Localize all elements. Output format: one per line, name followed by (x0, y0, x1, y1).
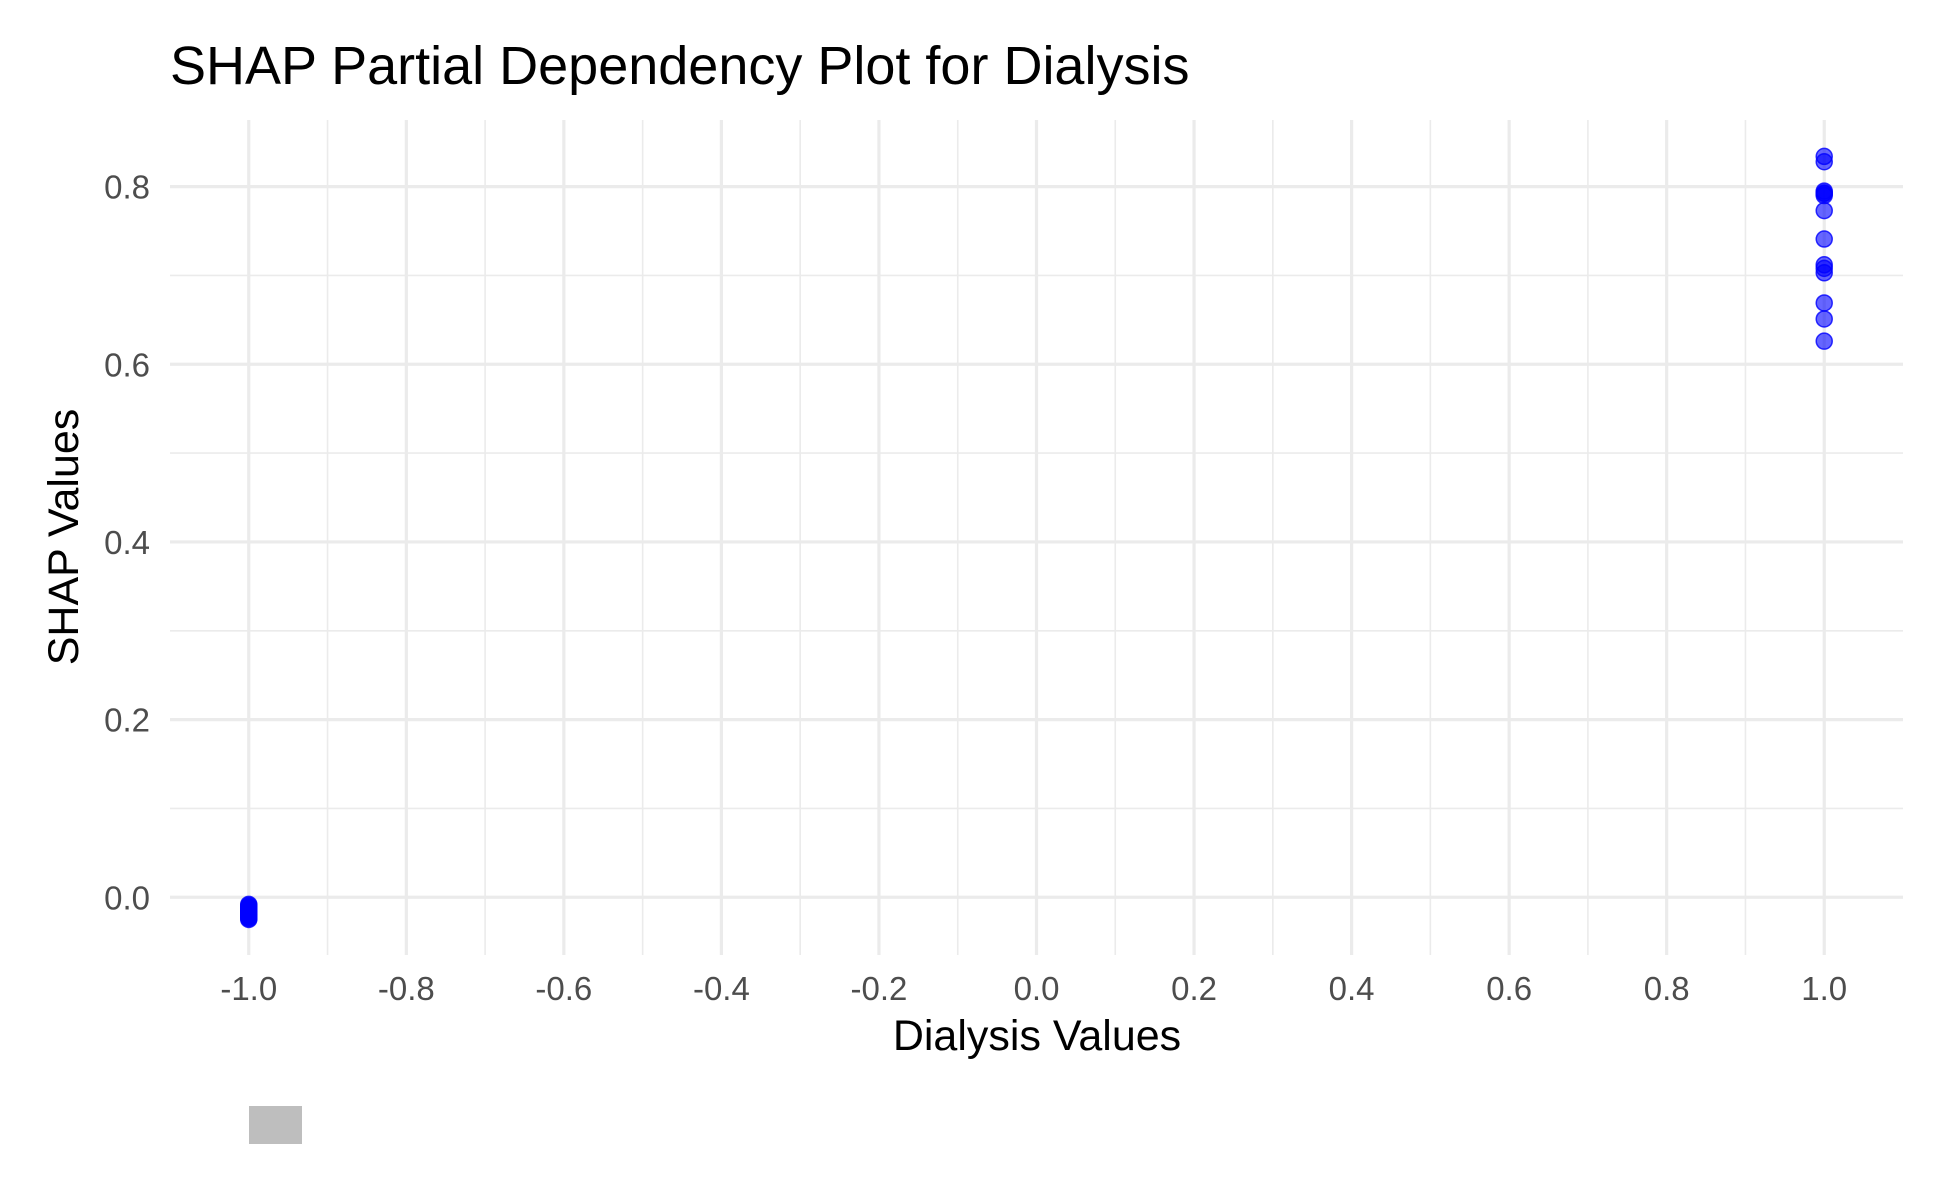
x-tick-label: -0.2 (851, 970, 908, 1007)
x-tick-label: -0.4 (693, 970, 750, 1007)
grid-lines (170, 120, 1903, 955)
x-tick-label: 0.8 (1644, 970, 1690, 1007)
data-point (1815, 332, 1833, 350)
x-axis-label: Dialysis Values (893, 1012, 1181, 1060)
legend-key-swatch (249, 1106, 302, 1144)
data-point (240, 906, 258, 924)
data-point (1815, 310, 1833, 328)
y-tick-label: 0.2 (104, 702, 150, 739)
data-point (1815, 186, 1833, 205)
y-tick-label: 0.0 (104, 879, 150, 916)
x-tick-label: -1.0 (220, 970, 277, 1007)
x-tick-label: 0.2 (1171, 970, 1217, 1007)
data-point (1815, 264, 1833, 282)
x-tick-label: 0.0 (1014, 970, 1060, 1007)
x-tick-label: 1.0 (1801, 970, 1847, 1007)
data-point (1815, 201, 1833, 220)
data-point (1815, 294, 1833, 312)
y-tick-label: 0.6 (104, 346, 150, 383)
data-point (1815, 230, 1833, 248)
x-tick-label: 0.6 (1486, 970, 1532, 1007)
y-axis-tick-labels: 0.0 0.2 0.4 0.6 0.8 (104, 169, 150, 917)
data-point (1815, 153, 1833, 171)
y-tick-label: 0.4 (104, 524, 150, 561)
chart-title: SHAP Partial Dependency Plot for Dialysi… (170, 36, 1189, 96)
y-axis-label: SHAP Values (40, 409, 88, 666)
y-tick-label: 0.8 (104, 169, 150, 206)
x-tick-label: -0.8 (378, 970, 435, 1007)
data-points (240, 147, 1833, 929)
x-axis-tick-labels: -1.0 -0.8 -0.6 -0.4 -0.2 0.0 0.2 0.4 0.6 0.8 1.0 (220, 970, 1847, 1007)
x-tick-label: 0.4 (1329, 970, 1375, 1007)
x-tick-label: -0.6 (535, 970, 592, 1007)
